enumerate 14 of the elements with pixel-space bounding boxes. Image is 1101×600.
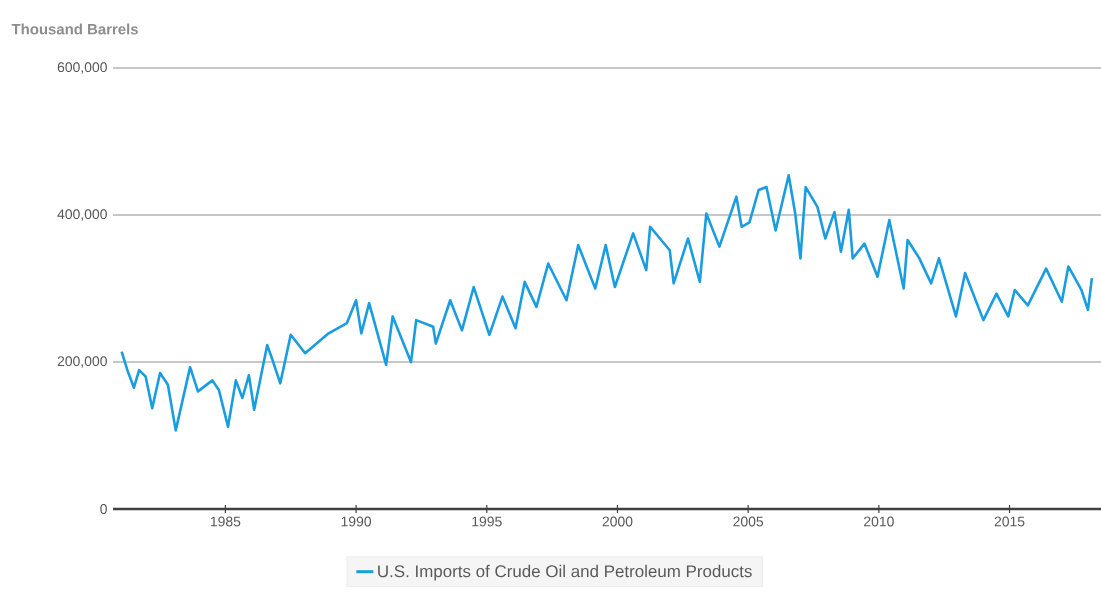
line-series (120, 174, 1094, 432)
x-tick-label: 2000 (602, 516, 633, 527)
x-tick-label: 1995 (472, 516, 502, 527)
legend-label: U.S. Imports of Crude Oil and Petroleum Products (378, 564, 752, 581)
x-tick-label: 1990 (341, 516, 372, 527)
y-axis-title: Thousand Barrels (11, 23, 138, 35)
x-tick-label: 1985 (210, 516, 241, 527)
y-tick-label: 400,000 (57, 209, 107, 221)
x-tick-label: 2010 (864, 516, 894, 527)
x-tick-label: 2015 (994, 516, 1025, 527)
x-tick-label: 2005 (733, 516, 764, 527)
y-tick-label: 200,000 (57, 356, 107, 368)
y-tick-label: 0 (100, 504, 107, 514)
y-tick-label: 600,000 (57, 62, 107, 74)
